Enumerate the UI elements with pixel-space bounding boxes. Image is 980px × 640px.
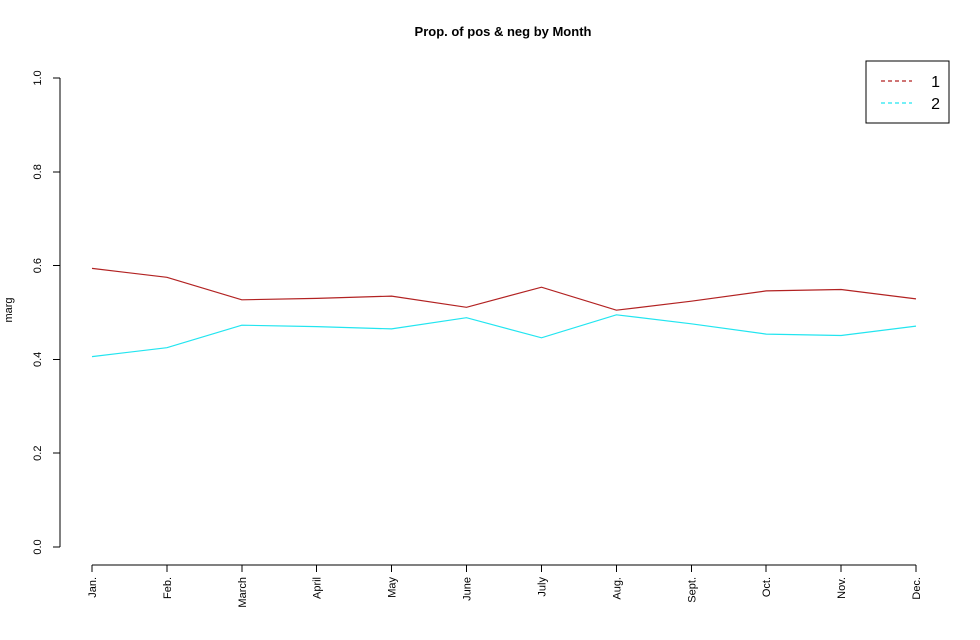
x-tick-label: Sept. — [686, 577, 698, 603]
y-tick-label: 0.8 — [32, 164, 44, 179]
legend-box — [865, 60, 950, 124]
y-tick-label: 0.4 — [32, 352, 44, 367]
x-tick-label: Nov. — [836, 577, 848, 599]
legend-label-1: 1 — [931, 74, 940, 91]
series-lines — [91, 267, 917, 358]
x-tick-label: March — [237, 577, 249, 608]
y-tick-label: 1.0 — [32, 70, 44, 85]
x-axis: Jan. Feb. March April May June July Aug. Sept. Oc… — [87, 564, 923, 608]
x-tick-label: Feb. — [162, 577, 174, 599]
y-axis: 0.0 0.2 0.4 0.6 0.8 1.0 — [32, 70, 61, 555]
x-tick-label: April — [312, 577, 324, 599]
y-tick-label: 0.2 — [32, 446, 44, 461]
x-tick-label: Oct. — [761, 577, 773, 597]
x-tick-label: July — [536, 577, 548, 597]
series-line-1 — [91, 267, 917, 311]
x-tick-label: May — [387, 577, 399, 598]
x-tick-label: Jan. — [87, 577, 99, 598]
x-tick-label: Aug. — [611, 577, 623, 600]
legend-label-2: 2 — [931, 96, 940, 113]
series-line-2 — [91, 314, 917, 358]
y-tick-label: 0.6 — [32, 258, 44, 273]
x-tick-label: Dec. — [911, 577, 923, 600]
y-axis-label: marg — [3, 297, 15, 322]
chart-title: Prop. of pos & neg by Month — [415, 24, 592, 39]
y-tick-label: 0.0 — [32, 539, 44, 554]
legend: 12 — [865, 60, 950, 124]
x-tick-label: June — [462, 577, 474, 601]
